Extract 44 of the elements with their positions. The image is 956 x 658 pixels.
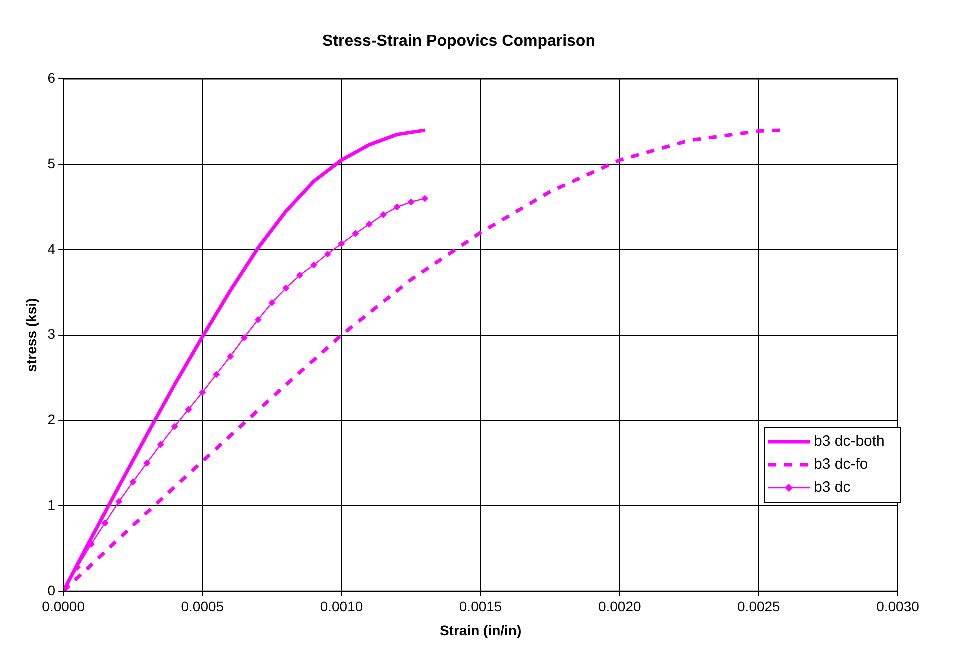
point (116, 498, 123, 506)
point (296, 272, 304, 280)
point (254, 316, 262, 324)
point (380, 211, 387, 218)
point (171, 423, 178, 430)
y-tick-label: 2 (48, 412, 56, 428)
point (157, 441, 164, 448)
y-tick-label: 0 (48, 582, 56, 598)
x-tick-label: 0.0025 (738, 598, 781, 615)
point (338, 240, 346, 248)
x-tick-label: 0.0010 (320, 598, 364, 615)
x-tick-label: 0.0005 (181, 598, 224, 615)
point (408, 198, 415, 206)
point (352, 230, 360, 238)
point (144, 460, 151, 467)
y-axis-title: stress (ksi) (23, 298, 40, 372)
x-tick-label: 0.0000 (42, 598, 86, 615)
point (422, 195, 429, 202)
y-tick-label: 5 (48, 155, 56, 172)
y-tick-label: 6 (48, 70, 56, 86)
y-tick-label: 1 (48, 496, 56, 513)
x-tick-label: 0.0015 (459, 598, 502, 615)
point (394, 204, 401, 211)
legend-label: b3 dc (814, 479, 852, 496)
point (268, 299, 276, 306)
chart-title: Stress-Strain Popovics Comparison (322, 33, 596, 50)
point (185, 406, 192, 414)
point (310, 262, 318, 269)
legend-label: b3 dc-fo (814, 456, 868, 474)
point (324, 250, 332, 258)
x-tick-label: 0.0020 (598, 598, 642, 615)
y-tick-label: 3 (48, 326, 56, 342)
point (213, 371, 220, 378)
legend-label: b3 dc-both (814, 433, 885, 450)
x-tick-label: 0.0030 (876, 598, 920, 615)
point (226, 353, 234, 360)
x-axis-title: Strain (in/in) (440, 622, 522, 638)
point (282, 284, 290, 292)
point (130, 478, 137, 486)
point (199, 388, 206, 396)
point (240, 334, 248, 342)
y-tick-label: 4 (48, 240, 56, 257)
point (366, 220, 374, 228)
point (102, 520, 109, 527)
